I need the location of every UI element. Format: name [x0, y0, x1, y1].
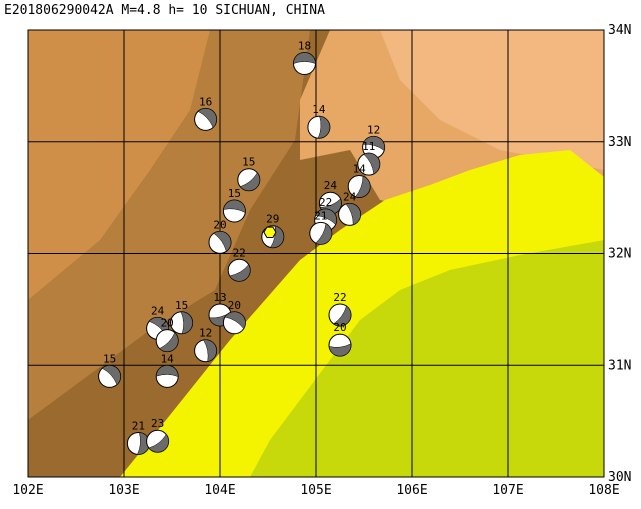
beachball-compression-quadrant [362, 136, 385, 151]
depth-label: 12 [367, 123, 380, 136]
focal-mechanism: 11 [357, 140, 381, 176]
beachball-compression-quadrant [137, 432, 150, 455]
depth-label: 14 [312, 103, 326, 116]
focal-mechanism: 23 [146, 417, 170, 453]
depth-label: 20 [213, 218, 226, 231]
focal-mechanism: 14 [155, 352, 179, 388]
focal-mechanism: 20 [155, 317, 179, 353]
epicenter-layer [263, 226, 277, 238]
lon-tick-label: 102E [12, 483, 43, 498]
beachball-compression-quadrant [197, 108, 217, 128]
lon-tick-label: 104E [204, 483, 235, 498]
lon-tick-label: 107E [492, 483, 523, 498]
beachball-compression-quadrant [229, 264, 251, 282]
depth-label: 24 [324, 179, 338, 192]
terrain-northeast [380, 30, 604, 170]
beachball-compression-quadrant [270, 225, 284, 248]
beachball-compression-quadrant [224, 311, 246, 330]
depth-label: 22 [233, 246, 246, 259]
beachball-compression-quadrant [317, 115, 331, 139]
beachball-compression-quadrant [159, 332, 179, 352]
lat-tick-label: 32N [608, 247, 631, 262]
depth-label: 23 [151, 417, 164, 430]
depth-label: 29 [266, 213, 279, 226]
focal-mechanism: 20 [328, 321, 352, 357]
lon-tick-label: 106E [396, 483, 427, 498]
terrain-plateau-core [28, 30, 210, 300]
depth-label: 15 [228, 187, 241, 200]
terrain-sichuan-basin [250, 240, 604, 477]
lat-lon-grid [27, 29, 605, 478]
depth-label: 12 [199, 327, 212, 340]
beachball-compression-quadrant [213, 231, 232, 252]
focal-mechanism: 15 [170, 299, 194, 335]
beachball-compression-quadrant [345, 203, 361, 226]
beachball-compression-quadrant [101, 365, 121, 386]
focal-mechanism: 13 [208, 291, 232, 327]
focal-mechanism: 15 [98, 352, 122, 388]
focal-mechanism: 20 [208, 218, 232, 254]
depth-label: 20 [228, 299, 241, 312]
focal-mechanism: 18 [292, 40, 316, 76]
terrain-yellow-patch [440, 190, 500, 210]
beachball-compression-quadrant [315, 208, 337, 225]
depth-label: 14 [161, 352, 175, 365]
beachball-compression-quadrant [155, 365, 179, 377]
depth-label: 11 [362, 140, 375, 153]
depth-label: 18 [298, 40, 311, 53]
epicenter-marker [263, 226, 277, 238]
focal-mechanism: 14 [307, 103, 331, 139]
lat-tick-label: 30N [608, 470, 631, 485]
focal-mechanism: 20 [222, 299, 246, 335]
focal-mechanism: 22 [328, 291, 352, 327]
beachball-compression-quadrant [148, 434, 169, 453]
map-frame [27, 29, 605, 478]
lat-tick-label: 33N [608, 135, 631, 150]
depth-label: 14 [353, 162, 367, 175]
focal-mechanism: 22 [227, 246, 251, 282]
depth-label: 22 [333, 291, 346, 304]
beachball-compression-quadrant [180, 311, 193, 335]
depth-label: 21 [314, 209, 327, 222]
lon-tick-label: 108E [588, 483, 619, 498]
focal-mechanism: 16 [194, 95, 218, 131]
beachball-compression-quadrant [203, 339, 217, 362]
beachball-compression-quadrant [333, 305, 352, 327]
depth-label: 13 [213, 291, 226, 304]
focal-mechanism: 15 [222, 187, 246, 223]
focal-mechanism: 24 [338, 190, 362, 226]
lat-tick-label: 31N [608, 358, 631, 373]
depth-label: 20 [333, 321, 346, 334]
beachball-compression-quadrant [328, 343, 352, 357]
lat-tick-label: 34N [608, 23, 631, 38]
focal-mechanism: 14 [347, 162, 371, 198]
depth-label: 21 [132, 419, 145, 432]
focal-mechanism: 12 [194, 327, 218, 363]
depth-label: 22 [319, 196, 332, 209]
lon-tick-label: 103E [108, 483, 139, 498]
beachball-compression-quadrant [355, 175, 371, 198]
depth-label: 15 [242, 156, 255, 169]
depth-label: 15 [103, 352, 116, 365]
event-title: E201806290042A M=4.8 h= 10 SICHUAN, CHIN… [4, 3, 325, 18]
beachball-compression-quadrant [293, 52, 316, 64]
depth-label: 20 [161, 317, 174, 330]
depth-label: 24 [343, 190, 357, 203]
beachball-compression-quadrant [223, 199, 246, 213]
beachball-compression-quadrant [239, 172, 261, 191]
lon-tick-label: 105E [300, 483, 331, 498]
focal-mechanism: 15 [237, 156, 261, 192]
beachball-compression-quadrant [315, 223, 332, 245]
depth-label: 15 [175, 299, 188, 312]
depth-label: 16 [199, 95, 212, 108]
focal-mechanism: 21 [309, 209, 333, 245]
beachball-compression-quadrant [363, 152, 380, 175]
depth-label: 24 [151, 304, 165, 317]
